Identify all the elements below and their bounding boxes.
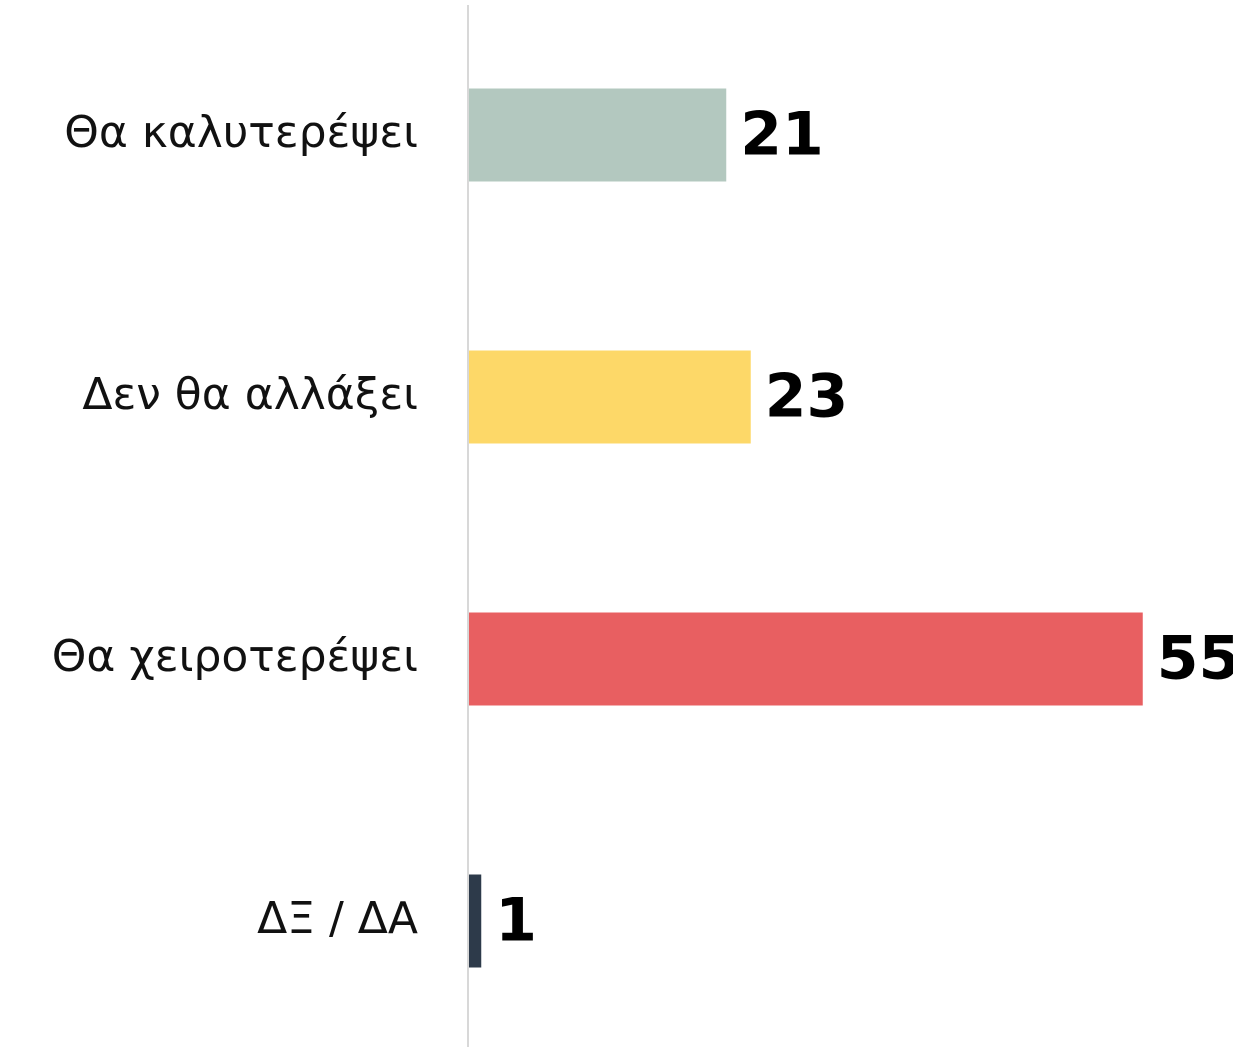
- value-label: 55: [1157, 624, 1233, 694]
- bar: [469, 874, 482, 968]
- category-label: Θα καλυτερέψει: [64, 107, 418, 158]
- category-label: Δεν θα αλλάξει: [82, 369, 418, 420]
- value-label: 21: [740, 100, 824, 170]
- category-label: ΔΞ / ΔΑ: [257, 893, 418, 944]
- value-label: 23: [765, 362, 849, 432]
- category-label: Θα χειροτερέψει: [52, 631, 418, 682]
- bar: [469, 88, 727, 182]
- value-label: 1: [495, 886, 537, 956]
- bar: [469, 612, 1143, 706]
- bar: [469, 350, 751, 444]
